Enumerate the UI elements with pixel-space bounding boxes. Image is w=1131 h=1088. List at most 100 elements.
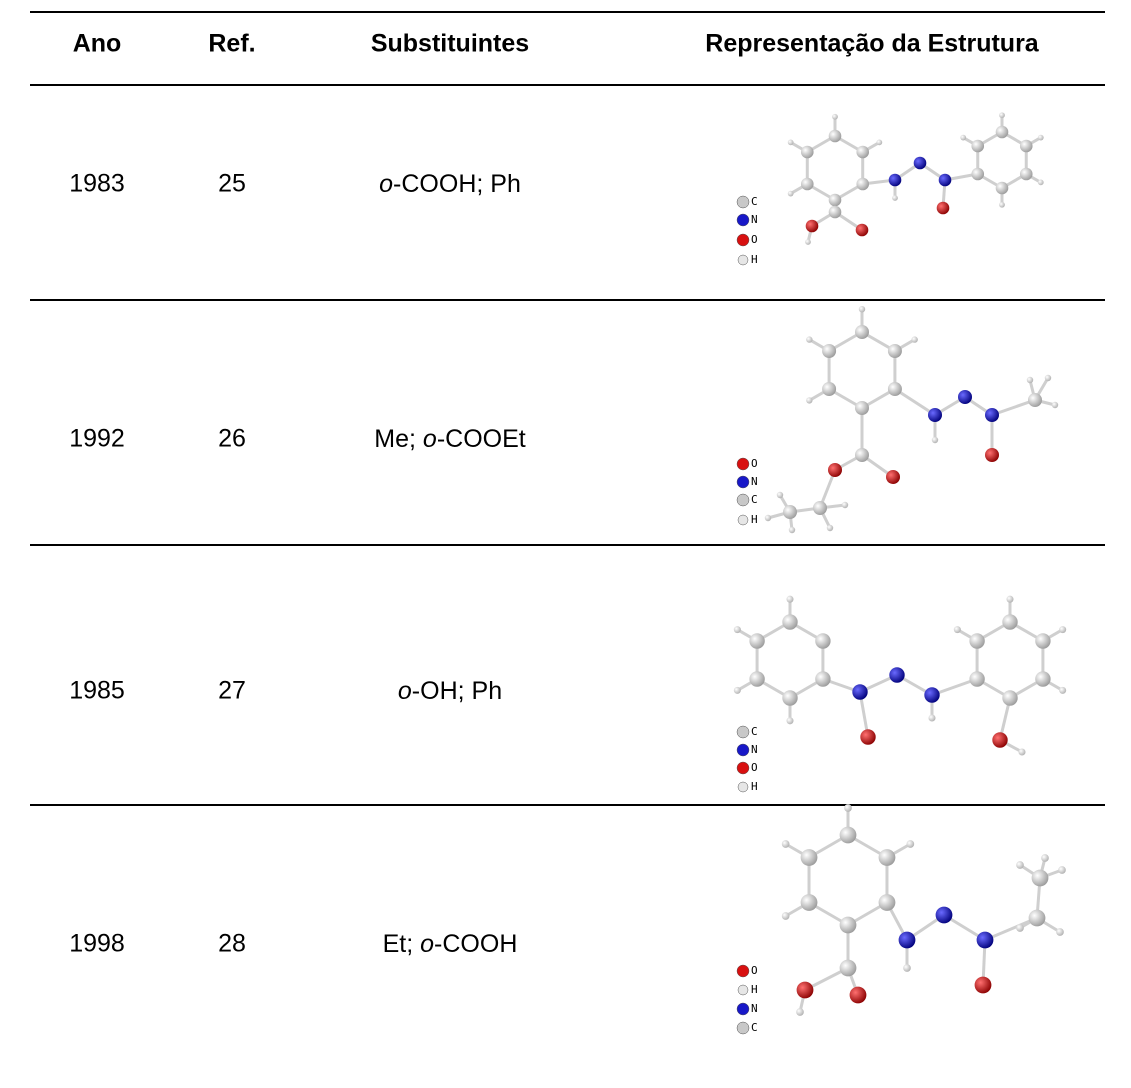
substituent-part: Et; [383,930,421,958]
legend-label: C [751,1021,758,1034]
atom [850,987,867,1004]
atom [840,827,857,844]
legend-label: C [751,725,758,738]
atom [1032,870,1049,887]
atom [1016,861,1024,869]
atom [886,470,900,484]
atom [914,157,927,170]
column-header: Representação da Estrutura [705,30,1040,58]
atom [840,960,857,977]
atom [855,325,869,339]
atom [806,397,812,403]
atom [1020,168,1033,181]
atom [977,932,994,949]
legend-swatch [738,515,748,525]
atom [892,195,898,201]
atom [842,502,848,508]
atom [960,135,966,141]
atom [801,146,814,159]
atom [786,717,793,724]
atom [765,515,771,521]
atom [734,626,741,633]
substituents-cell: Me; o-COOEt [374,425,525,453]
atom [958,390,972,404]
atom [855,448,869,462]
legend-label: C [751,195,758,208]
atom [806,220,819,233]
atom [969,671,984,686]
atom [856,224,869,237]
atom [911,336,917,342]
legend-label: H [751,780,758,793]
atom [852,684,867,699]
ref-cell: 25 [218,170,246,198]
atom [1029,910,1046,927]
substituent-part: Me; [374,425,423,453]
atom [1059,626,1066,633]
legend-swatch [738,782,748,792]
atom [985,448,999,462]
atom [936,907,953,924]
molecule [765,306,1058,533]
atom [1038,180,1044,186]
legend-swatch [737,965,749,977]
atom [1006,596,1013,603]
year-cell: 1992 [69,425,125,453]
atom [749,671,764,686]
atom [937,202,950,215]
legend-swatch [738,985,748,995]
atom [782,614,797,629]
legend-label: H [751,513,758,526]
atom [999,202,1005,208]
molecule [788,112,1044,245]
atom [815,671,830,686]
substituent-part: -COOH; Ph [393,170,521,198]
atom [829,194,842,207]
legend-swatch [737,494,749,506]
year-cell: 1983 [69,170,125,198]
atom [996,182,1009,195]
atom [844,804,852,812]
atom [801,894,818,911]
atom [879,849,896,866]
atom [889,174,902,187]
table-figure: Ano Ref. Substituintes Representação da … [0,0,1131,1088]
atom [899,932,916,949]
atom [1038,135,1044,141]
substituent-part: -COOEt [437,425,526,453]
atom [788,140,794,146]
atom [782,912,790,920]
atom [1035,633,1050,648]
atom [783,505,797,519]
atom [928,408,942,422]
atom [855,401,869,415]
atom [975,977,992,994]
atom [840,917,857,934]
substituent-part: -OH; Ph [412,677,502,705]
atom [1056,928,1064,936]
substituent-part: -COOH [434,930,517,958]
atom [969,633,984,648]
legend-swatch [737,234,749,246]
ref-cell: 28 [218,930,246,958]
atom [786,596,793,603]
legend-label: O [751,233,758,246]
year-cell: 1998 [69,930,125,958]
atom [1027,377,1033,383]
column-header: Ano [73,30,122,58]
legend-swatch [737,196,749,208]
atom [860,729,875,744]
substituents-cell: o-OH; Ph [398,677,502,705]
ref-cell: 26 [218,425,246,453]
substituent-part: o [398,677,412,705]
atom [829,206,842,219]
atom [924,687,939,702]
bond [895,389,935,415]
legend-swatch [737,1003,749,1015]
atom [782,840,790,848]
atom [1052,402,1058,408]
atom [822,382,836,396]
legend-label: N [751,213,758,226]
substituent-part: o [420,930,434,958]
atom [777,492,783,498]
